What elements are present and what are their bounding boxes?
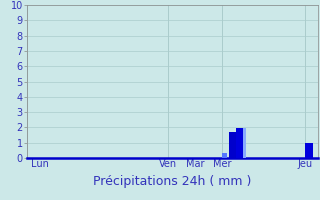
Bar [305, 143, 313, 158]
Bar [229, 132, 236, 158]
X-axis label: Précipitations 24h ( mm ): Précipitations 24h ( mm ) [93, 175, 252, 188]
Bar [243, 128, 246, 158]
Bar [236, 128, 243, 158]
Bar [222, 153, 227, 158]
